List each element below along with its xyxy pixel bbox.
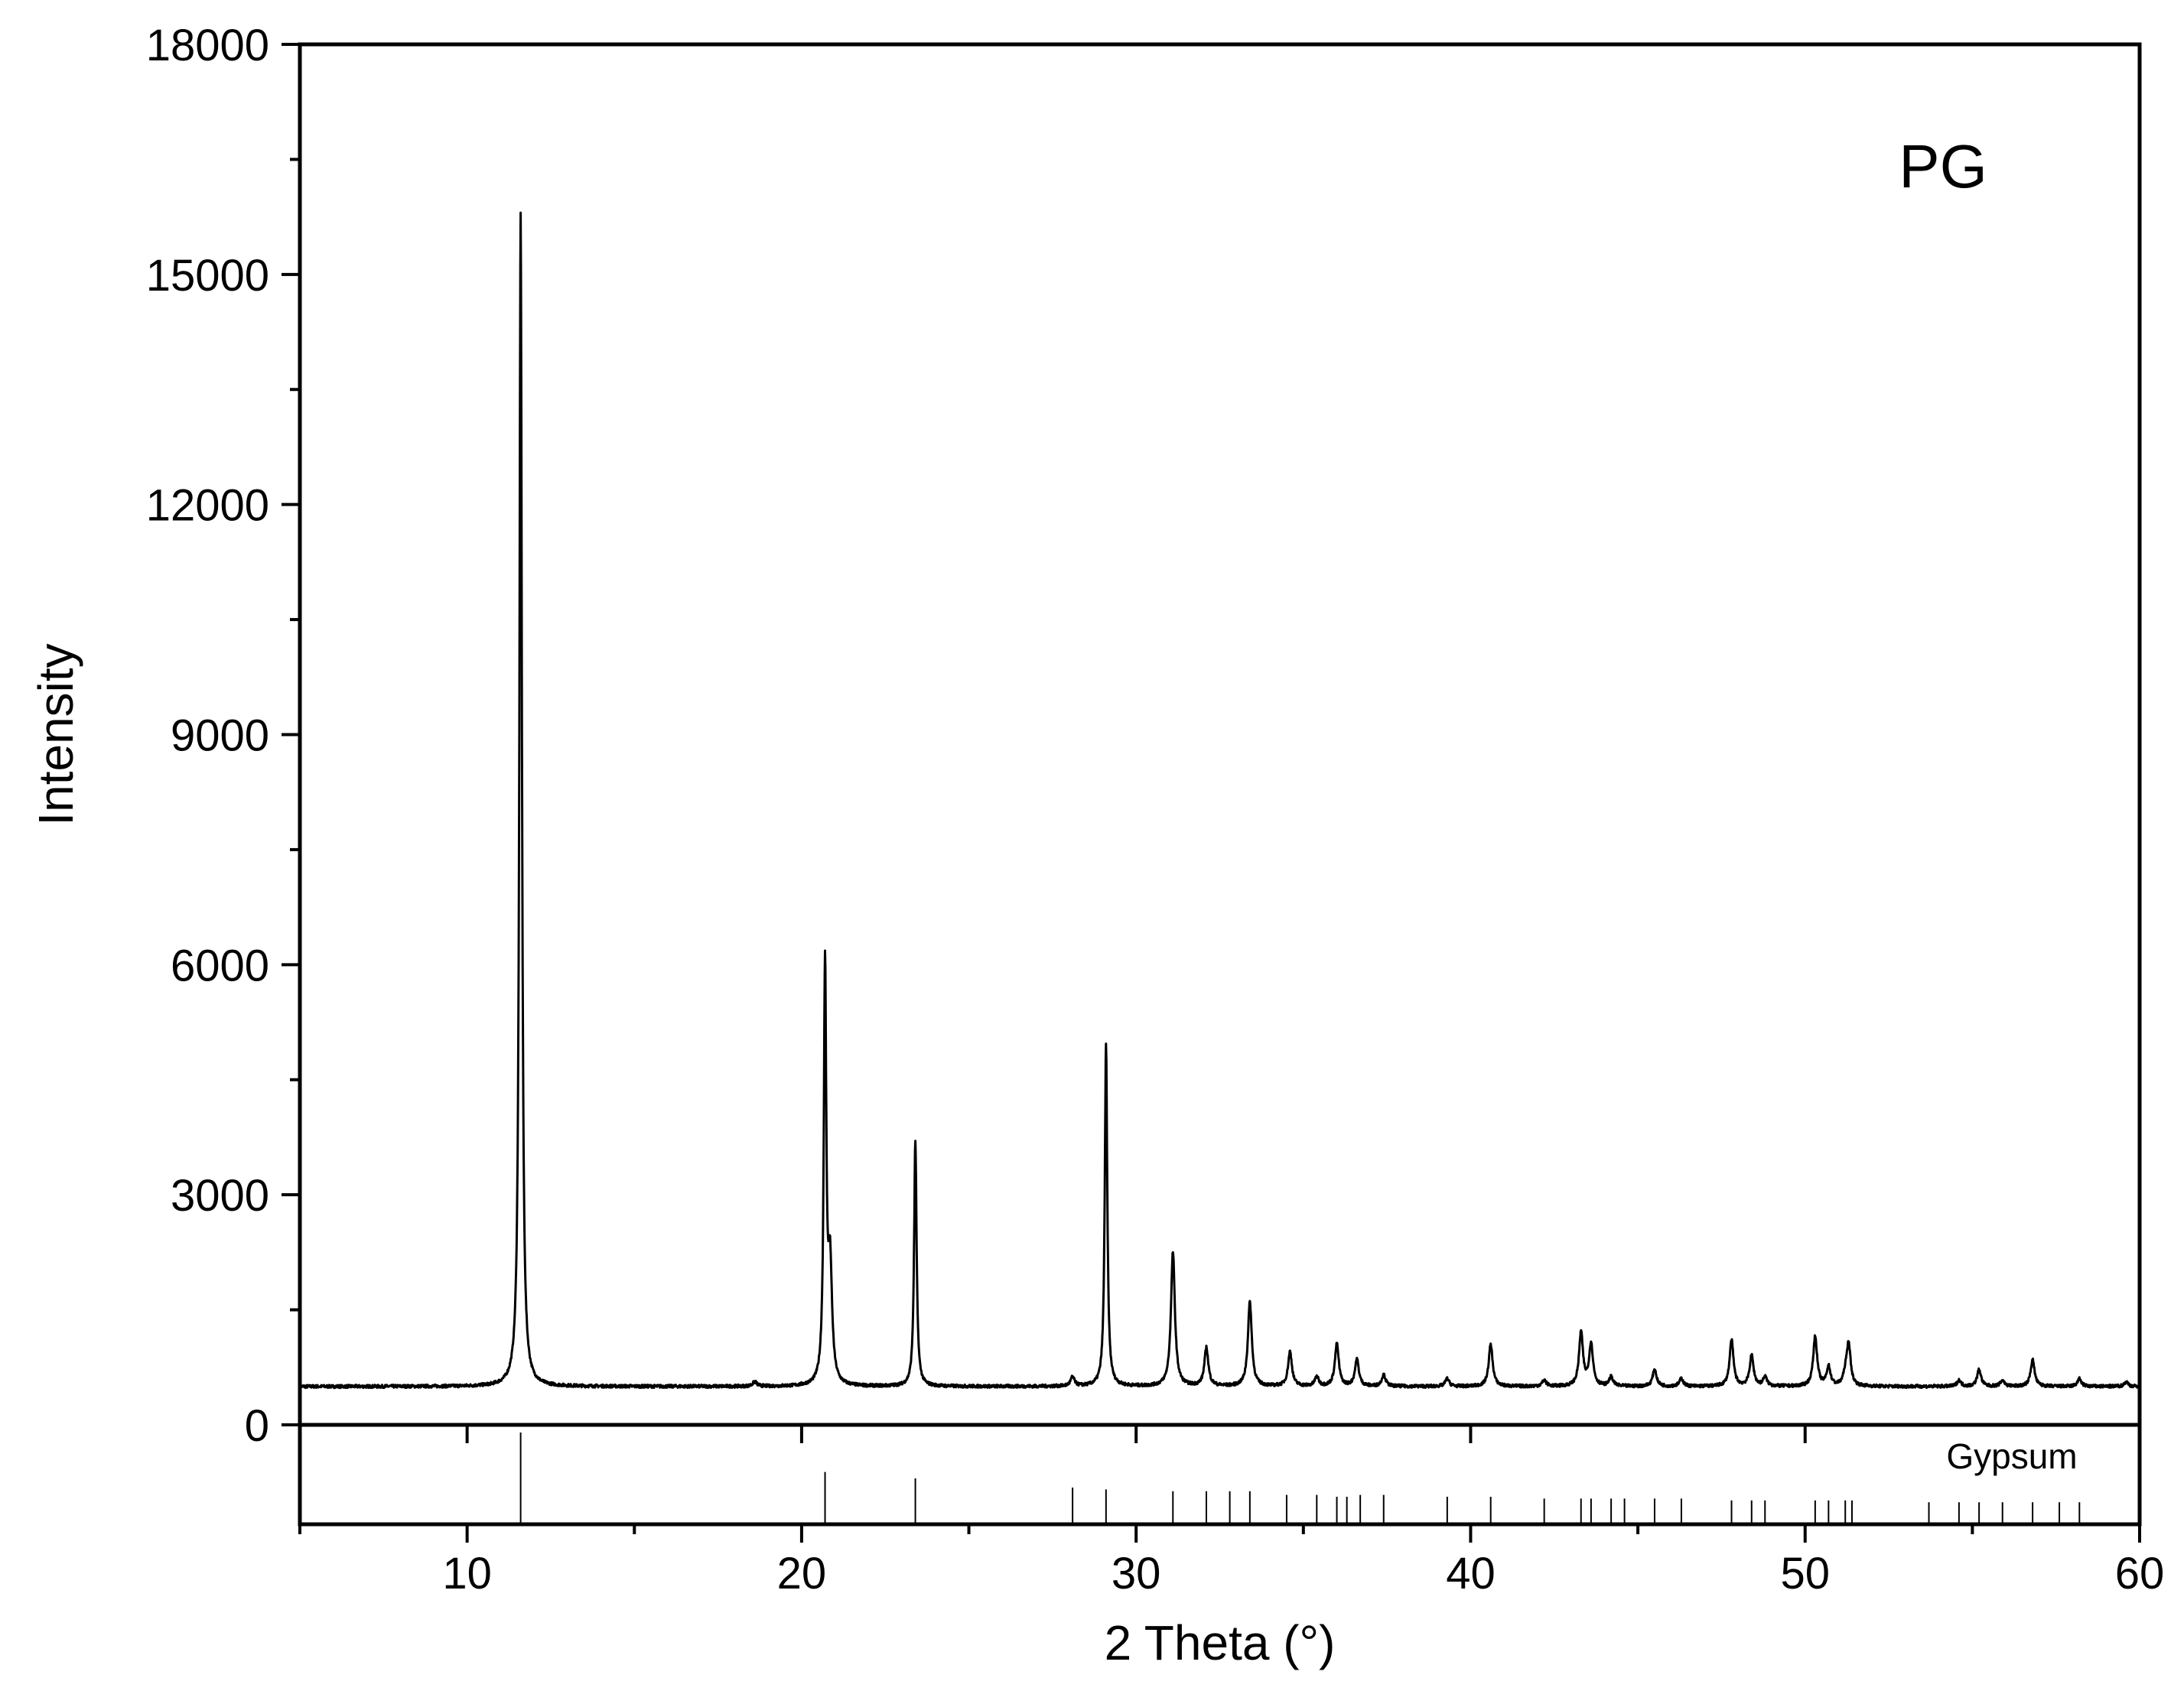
x-tick-label: 60 xyxy=(2115,1549,2165,1598)
x-axis-title: 2 Theta (°) xyxy=(1105,1615,1336,1670)
x-tick-label: 40 xyxy=(1446,1549,1496,1598)
intensity-line xyxy=(298,211,2141,1390)
y-tick-label: 3000 xyxy=(171,1171,269,1221)
x-axis-ticks: 10 20 30 40 50 60 xyxy=(298,1425,2165,1598)
x-tick-label: 30 xyxy=(1112,1549,1161,1598)
reference-label: Gypsum xyxy=(1946,1436,2077,1476)
reference-sticks xyxy=(519,1432,2081,1524)
y-tick-label: 9000 xyxy=(171,711,269,761)
y-axis-title: Intensity xyxy=(28,643,83,825)
y-tick-label: 12000 xyxy=(146,481,269,531)
x-tick-label: 50 xyxy=(1780,1549,1830,1598)
y-tick-label: 15000 xyxy=(146,251,269,301)
x-tick-label: 10 xyxy=(442,1549,492,1598)
y-tick-label: 6000 xyxy=(171,941,269,990)
x-tick-label: 20 xyxy=(777,1549,827,1598)
y-axis-ticks: 0 3000 6000 9000 12000 15000 18000 xyxy=(146,21,300,1451)
y-tick-label: 0 xyxy=(245,1401,269,1451)
sample-annotation: PG xyxy=(1899,132,1987,200)
reference-panel-frame xyxy=(298,1423,2142,1527)
y-tick-label: 18000 xyxy=(146,21,269,70)
